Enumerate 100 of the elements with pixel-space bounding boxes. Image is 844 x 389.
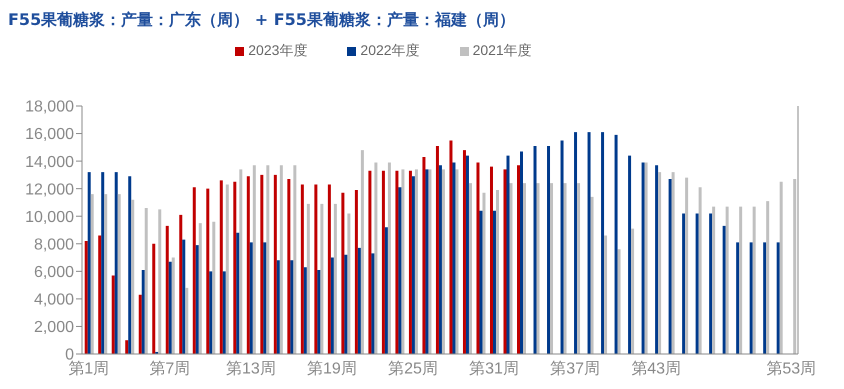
bar	[118, 194, 121, 354]
x-tick-label: 第13周	[226, 360, 276, 378]
bar	[492, 210, 496, 354]
y-tick-label: 12,000	[25, 181, 74, 198]
bar	[401, 169, 404, 354]
bar	[233, 182, 236, 354]
bar	[198, 223, 202, 354]
bar	[236, 232, 240, 354]
bar	[341, 192, 344, 354]
bar	[564, 183, 567, 354]
bar	[209, 271, 212, 354]
bar	[534, 146, 537, 354]
bar	[452, 162, 456, 354]
bar	[726, 206, 729, 354]
bar	[520, 151, 524, 354]
bar	[736, 242, 740, 354]
bar	[780, 182, 783, 354]
bar	[506, 156, 510, 354]
bar	[577, 183, 580, 354]
bar	[672, 172, 675, 354]
bar	[347, 213, 350, 354]
bar	[226, 184, 229, 354]
bar	[490, 166, 493, 354]
bar	[523, 183, 526, 354]
bar	[644, 162, 648, 354]
bar	[462, 150, 466, 354]
bar	[442, 169, 445, 354]
bar	[360, 150, 364, 354]
bar	[384, 227, 388, 354]
bar	[449, 140, 452, 354]
bar	[709, 213, 712, 354]
bar	[266, 165, 270, 354]
bar	[144, 208, 148, 354]
bar	[547, 146, 550, 354]
y-tick-label: 2,000	[34, 319, 74, 336]
bar	[752, 206, 756, 354]
bar	[722, 226, 726, 354]
bar	[114, 172, 118, 354]
bar	[239, 169, 242, 354]
bar	[371, 253, 374, 354]
bar	[250, 242, 253, 354]
x-tick-label: 第43周	[631, 360, 682, 378]
bar	[306, 204, 310, 354]
bar	[368, 170, 372, 354]
bar	[668, 179, 672, 354]
bar	[142, 270, 145, 354]
bar	[222, 271, 226, 354]
bar	[128, 176, 132, 354]
bar	[172, 258, 175, 354]
bar	[287, 179, 290, 354]
bar	[206, 188, 210, 354]
bar	[196, 245, 199, 354]
y-tick-label: 6,000	[34, 264, 74, 282]
bar	[304, 267, 307, 354]
bar	[425, 169, 428, 354]
bar	[550, 183, 554, 354]
bar	[422, 156, 426, 354]
bar	[682, 213, 686, 354]
bar	[685, 178, 688, 354]
x-tick-label: 第53周	[766, 360, 816, 378]
bar	[168, 262, 172, 354]
bar	[588, 132, 591, 354]
bar	[590, 196, 594, 354]
legend-label: 2021年度	[472, 42, 532, 58]
bar	[328, 184, 331, 354]
y-tick-label: 10,000	[25, 208, 74, 226]
bar	[517, 165, 520, 354]
bar	[185, 288, 188, 354]
bar	[496, 190, 499, 354]
bar	[438, 165, 442, 354]
bar	[88, 172, 91, 354]
bar	[696, 213, 699, 354]
bar	[131, 200, 134, 354]
bar	[252, 165, 256, 354]
bar	[604, 236, 608, 354]
bar	[374, 162, 378, 354]
bar	[414, 169, 418, 354]
bar	[220, 180, 223, 354]
bar	[280, 165, 283, 354]
bar	[104, 194, 108, 354]
y-tick-label: 4,000	[34, 292, 74, 309]
bar	[509, 183, 512, 354]
bar	[158, 209, 162, 354]
y-tick-label: 18,000	[25, 98, 74, 116]
bar	[382, 170, 385, 354]
bar	[179, 214, 182, 354]
bar	[112, 275, 115, 354]
bar	[260, 174, 264, 354]
bar	[766, 201, 770, 354]
bar	[152, 244, 156, 354]
chart-title: F55果葡糖浆：产量：广东（周） + F55果葡糖浆：产量：福建（周）	[8, 9, 516, 31]
bar	[468, 183, 472, 354]
bar	[698, 187, 702, 354]
x-tick-label: 第1周	[68, 360, 110, 378]
legend-label: 2023年度	[248, 42, 308, 58]
bar	[631, 228, 634, 354]
bar	[192, 187, 196, 354]
bar	[601, 132, 604, 354]
bar	[408, 170, 412, 354]
bar	[330, 258, 334, 354]
